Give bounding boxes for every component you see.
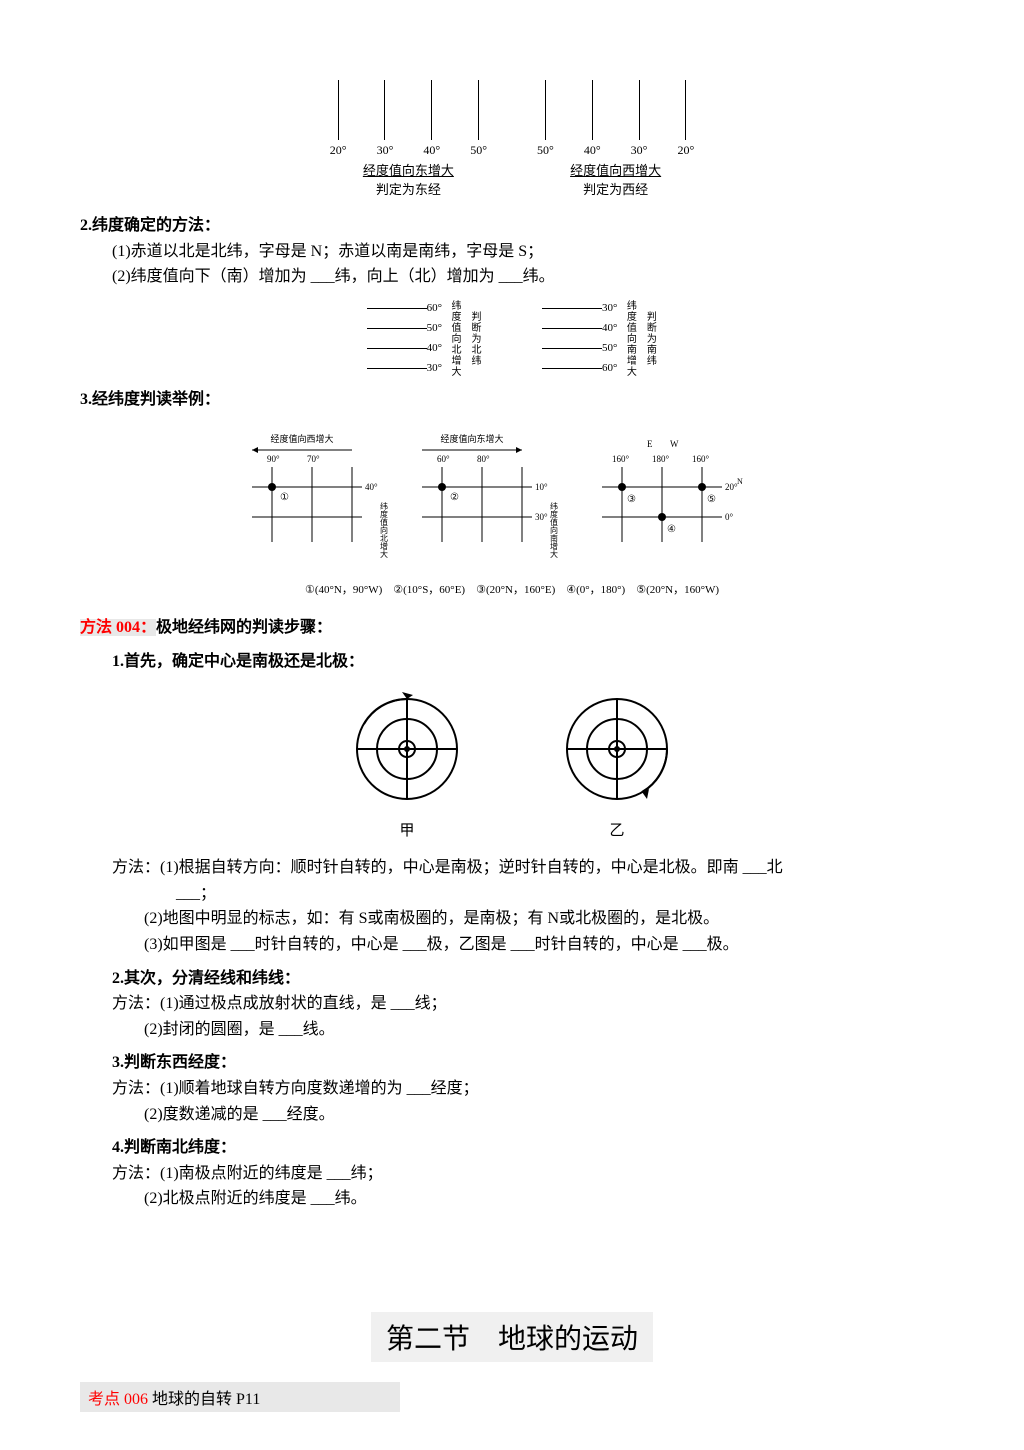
grid-top-label: 经度值向西增大	[270, 433, 333, 444]
svg-text:30°: 30°	[535, 512, 548, 522]
heading-2: 2.纬度确定的方法：	[80, 213, 944, 239]
lat-val: 30°	[602, 302, 617, 314]
lat-val: 60°	[427, 302, 442, 314]
north-lat-diagram: 60° 50° 40° 30° 纬度值向北增大 判断为北纬	[367, 300, 482, 377]
text-line: 方法：(1)通过极点成放射状的直线，是 ___线；	[80, 991, 944, 1017]
tick-label: 20°	[677, 143, 694, 158]
lat-val: 50°	[602, 342, 617, 354]
text-line: 方法：(1)南极点附近的纬度是 ___纬；	[80, 1161, 944, 1187]
arrow-label: 经度值向西增大	[537, 160, 694, 179]
lat-val: 40°	[427, 342, 442, 354]
polar-diagrams: 甲 乙	[80, 689, 944, 840]
method-title: 方法 004：极地经纬网的判读步骤：	[80, 615, 944, 641]
tick-label: 40°	[584, 143, 601, 158]
tick-label: 20°	[330, 143, 347, 158]
svg-text:80°: 80°	[477, 454, 490, 464]
svg-text:0°: 0°	[725, 512, 734, 522]
vert-label: 判断为北纬	[467, 311, 482, 366]
lat-val: 40°	[602, 322, 617, 334]
polar-b: 乙	[552, 689, 682, 840]
vert-label: 纬度值向北增大	[447, 300, 462, 377]
text-line: 方法：(1)顺着地球自转方向度数递增的为 ___经度；	[80, 1076, 944, 1102]
text-line: (2)度数递减的是 ___经度。	[80, 1102, 944, 1128]
west-longitude-diagram: 50° 40° 30° 20° 经度值向西增大 判定为西经	[537, 80, 694, 198]
arrow-label: 经度值向东增大	[330, 160, 487, 179]
step-2: 2.其次，分清经线和纬线：	[80, 966, 944, 992]
svg-text:③: ③	[627, 494, 636, 505]
tick-label: 50°	[470, 143, 487, 158]
sub-label: 判定为东经	[330, 179, 487, 198]
svg-text:E: E	[647, 439, 653, 449]
svg-text:40°: 40°	[365, 482, 378, 492]
polar-a: 甲	[342, 689, 472, 840]
text-line: (1)赤道以北是北纬，字母是 N；赤道以南是南纬，字母是 S；	[80, 239, 944, 265]
lat-val: 50°	[427, 322, 442, 334]
longitude-diagrams: 20° 30° 40° 50° 经度值向东增大 判定为东经 50° 40° 30…	[80, 80, 944, 198]
east-longitude-diagram: 20° 30° 40° 50° 经度值向东增大 判定为东经	[330, 80, 487, 198]
lat-val: 30°	[427, 362, 442, 374]
text-line: ___；	[80, 881, 944, 907]
grid-examples: 经度值向西增大 90° 70° 40° ① 纬度值向北增大 经度值向东增大 60…	[80, 427, 944, 567]
svg-text:纬度值向北增大: 纬度值向北增大	[380, 501, 389, 559]
tick-label: 30°	[377, 143, 394, 158]
lat-val: 60°	[602, 362, 617, 374]
svg-text:180°: 180°	[652, 454, 670, 464]
text-line: (2)封闭的圆圈，是 ___线。	[80, 1017, 944, 1043]
text-line: (3)如甲图是 ___时针自转的，中心是 ___极，乙图是 ___时针自转的，中…	[80, 932, 944, 958]
tick-label: 50°	[537, 143, 554, 158]
step-4: 4.判断南北纬度：	[80, 1135, 944, 1161]
step-1: 1.首先，确定中心是南极还是北极：	[80, 649, 944, 675]
text-line: (2)北极点附近的纬度是 ___纬。	[80, 1186, 944, 1212]
svg-text:160°: 160°	[692, 454, 710, 464]
svg-text:⑤: ⑤	[707, 494, 716, 505]
method-prefix: 方法 004：	[80, 619, 156, 636]
svg-text:②: ②	[450, 492, 459, 503]
method-text: 极地经纬网的判读步骤：	[156, 619, 332, 636]
exam-point: 考点 006 地球的自转 P11	[80, 1382, 400, 1412]
section-title-box: 第二节 地球的运动	[80, 1312, 944, 1362]
polar-circle-icon	[342, 689, 472, 809]
tick-label: 40°	[423, 143, 440, 158]
svg-text:10°: 10°	[535, 482, 548, 492]
polar-label: 甲	[342, 819, 472, 840]
svg-text:纬度值向南增大: 纬度值向南增大	[550, 501, 559, 559]
text-line: 方法：(1)根据自转方向：顺时针自转的，中心是南极；逆时针自转的，中心是北极。即…	[80, 855, 944, 881]
tick-label: 30°	[631, 143, 648, 158]
svg-text:经度值向东增大: 经度值向东增大	[440, 433, 503, 444]
exam-text: 地球的自转 P11	[148, 1391, 260, 1408]
text-line: (2)纬度值向下（南）增加为 ___纬，向上（北）增加为 ___纬。	[80, 264, 944, 290]
exam-prefix: 考点 006	[88, 1391, 148, 1408]
polar-label: 乙	[552, 819, 682, 840]
svg-text:W: W	[670, 439, 679, 449]
svg-text:160°: 160°	[612, 454, 630, 464]
section-title: 第二节 地球的运动	[371, 1312, 653, 1362]
latitude-diagrams: 60° 50° 40° 30° 纬度值向北增大 判断为北纬 30° 40° 50…	[80, 300, 944, 377]
south-lat-diagram: 30° 40° 50° 60° 纬度值向南增大 判断为南纬	[542, 300, 657, 377]
heading-3: 3.经纬度判读举例：	[80, 387, 944, 413]
svg-text:①: ①	[280, 492, 289, 503]
vert-label: 判断为南纬	[642, 311, 657, 366]
svg-text:90°: 90°	[267, 454, 280, 464]
text-line: (2)地图中明显的标志，如：有 S或南极圈的，是南极；有 N或北极圈的，是北极。	[80, 906, 944, 932]
grid-answers: ①(40°N，90°W) ②(10°S，60°E) ③(20°N，160°E) …	[80, 582, 944, 600]
sub-label: 判定为西经	[537, 179, 694, 198]
svg-text:60°: 60°	[437, 454, 450, 464]
polar-circle-icon	[552, 689, 682, 809]
vert-label: 纬度值向南增大	[622, 300, 637, 377]
svg-text:70°: 70°	[307, 454, 320, 464]
svg-text:N: N	[737, 477, 743, 486]
svg-text:④: ④	[667, 524, 676, 535]
step-3: 3.判断东西经度：	[80, 1050, 944, 1076]
